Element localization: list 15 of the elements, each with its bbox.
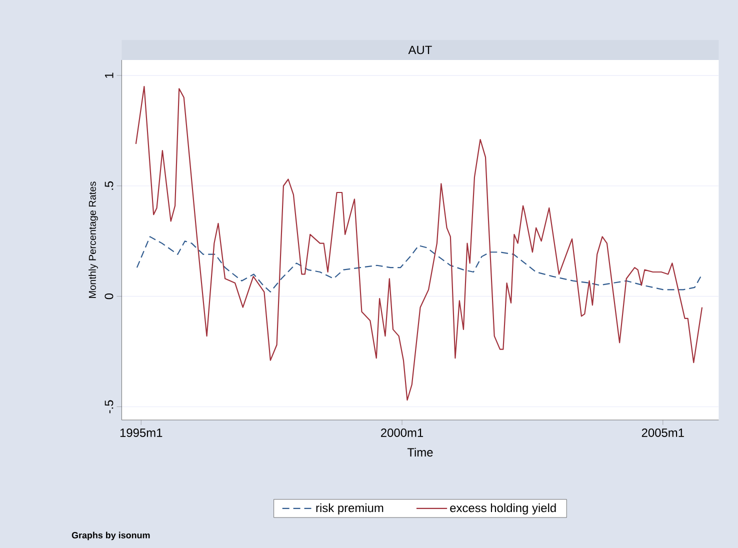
x-tick-label: 1995m1 [120,428,162,437]
y-tick-label: -.5 [104,400,114,414]
legend-label: excess holding yield [450,503,556,515]
y-axis-title: Monthly Percentage Rates [88,182,98,298]
line-series [135,86,703,401]
line-series [136,236,703,292]
y-tick-label: .5 [104,181,114,190]
x-tick-label: 2005m1 [642,428,684,437]
y-tick-label: 0 [104,293,114,300]
legend-label: risk premium [316,503,384,515]
chart-title: AUT [408,46,432,54]
text: Graphs by isonum [72,532,150,540]
x-axis-title: Time [407,448,433,457]
x-tick-label: 2000m1 [381,428,424,437]
y-tick-label: 1 [104,72,114,78]
